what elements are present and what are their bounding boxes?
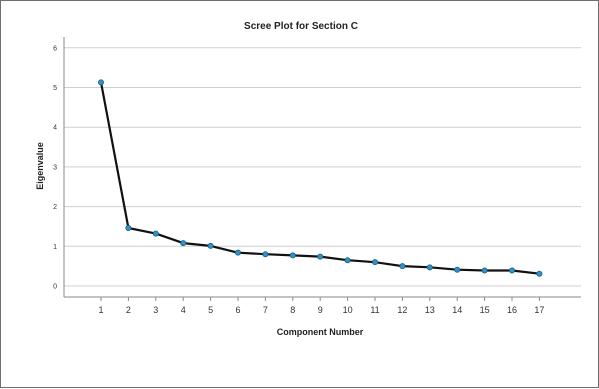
eigenvalue-line xyxy=(99,82,540,275)
x-tick-label: 17 xyxy=(534,305,544,315)
y-axis-label: Eigenvalue xyxy=(35,142,45,190)
y-tick-label: 5 xyxy=(53,85,57,92)
x-tick-label: 16 xyxy=(507,305,517,315)
x-tick-label: 12 xyxy=(397,305,407,315)
x-tick-label: 1 xyxy=(98,305,103,315)
data-point-6 xyxy=(234,249,241,256)
y-tick-label: 1 xyxy=(53,244,57,251)
data-point-15 xyxy=(481,267,488,274)
y-tick-label: 3 xyxy=(53,164,57,171)
eigenvalue-series xyxy=(98,79,543,277)
data-point-1 xyxy=(98,79,105,86)
x-tick-label: 8 xyxy=(290,305,295,315)
x-tick-label: 7 xyxy=(263,305,268,315)
data-point-5 xyxy=(207,242,214,249)
data-point-12 xyxy=(399,263,406,270)
x-tick-label: 13 xyxy=(425,305,435,315)
y-tick-label: 0 xyxy=(53,284,57,291)
chart-title: Scree Plot for Section C xyxy=(244,21,358,32)
data-point-13 xyxy=(426,264,433,271)
x-tick-label: 11 xyxy=(370,305,379,315)
data-point-2 xyxy=(125,225,132,232)
y-tick-label: 4 xyxy=(53,125,57,132)
y-tick-label: 2 xyxy=(53,204,57,211)
x-tick-label: 14 xyxy=(452,305,462,315)
x-axis-label: Component Number xyxy=(277,327,364,337)
x-tick-label: 9 xyxy=(318,305,323,315)
data-point-7 xyxy=(262,251,269,258)
x-tick-label: 2 xyxy=(126,305,131,315)
x-tick-label: 3 xyxy=(153,305,158,315)
data-point-17 xyxy=(536,270,543,277)
x-tick-label: 5 xyxy=(208,305,213,315)
x-tick-label: 4 xyxy=(181,305,186,315)
data-point-10 xyxy=(344,257,351,264)
y-tick-label: 6 xyxy=(53,45,57,52)
y-tick-labels: 0 1 2 3 4 5 6 xyxy=(53,45,57,290)
data-point-8 xyxy=(289,252,296,259)
x-tick-label: 15 xyxy=(480,305,490,315)
axes xyxy=(63,37,581,298)
data-point-11 xyxy=(371,259,378,266)
data-point-14 xyxy=(454,266,461,273)
x-tick-label: 6 xyxy=(235,305,240,315)
data-point-3 xyxy=(152,230,159,237)
x-tick-label: 10 xyxy=(343,305,353,315)
data-point-9 xyxy=(317,253,324,260)
x-tick-labels: 1 2 3 4 5 6 7 8 9 10 11 12 13 14 15 16 17 xyxy=(98,297,544,315)
grid-lines xyxy=(64,47,581,287)
data-point-4 xyxy=(180,240,187,247)
data-point-16 xyxy=(508,267,515,274)
